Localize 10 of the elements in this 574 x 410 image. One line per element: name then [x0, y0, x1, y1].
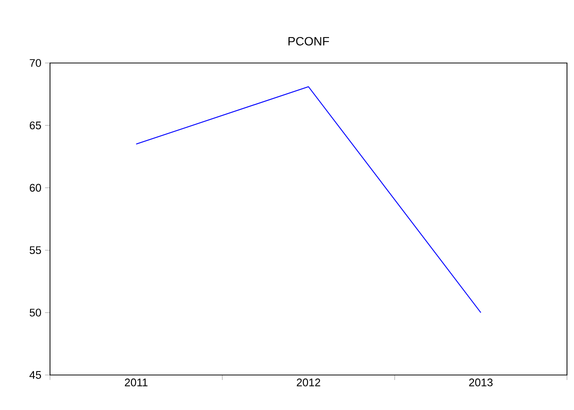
y-tick-label: 45 [29, 371, 41, 379]
x-tick-label: 2012 [296, 378, 320, 386]
y-tick-label: 65 [30, 122, 41, 130]
y-tick-label: 55 [30, 246, 41, 254]
y-tick-label: 70 [30, 59, 42, 67]
x-tick-label: 2011 [124, 378, 148, 386]
chart-title: PCONF [288, 36, 330, 46]
y-tick-label: 60 [30, 184, 42, 192]
x-tick-label: 2013 [469, 378, 493, 386]
y-tick-label: 50 [30, 308, 42, 316]
